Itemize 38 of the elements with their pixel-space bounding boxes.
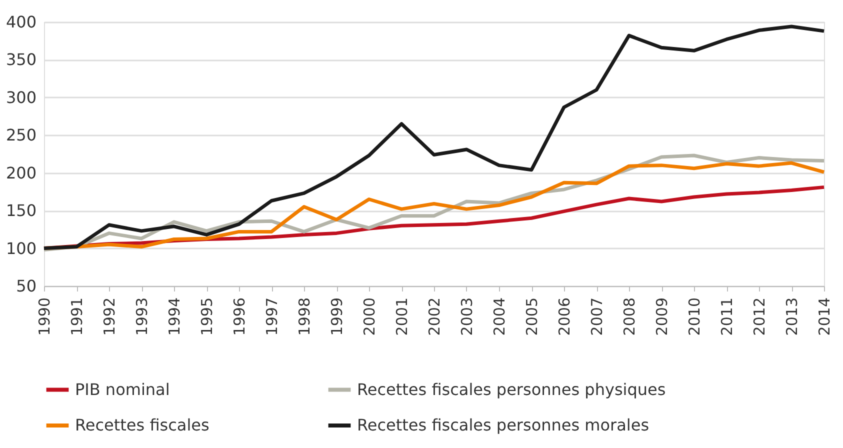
x-tick-label: 2010 bbox=[686, 298, 704, 336]
x-tick-label: 2014 bbox=[816, 298, 834, 336]
x-tick-label: 2013 bbox=[783, 298, 801, 336]
x-tick-label: 2007 bbox=[588, 298, 606, 336]
x-tick-label: 1998 bbox=[296, 298, 314, 336]
x-tick-label: 1999 bbox=[328, 298, 346, 336]
y-tick-label: 350 bbox=[6, 50, 36, 70]
x-tick-label: 1990 bbox=[36, 298, 54, 336]
x-tick-label: 1994 bbox=[166, 298, 184, 336]
x-tick-label: 2000 bbox=[360, 298, 378, 336]
x-tick-label: 2002 bbox=[426, 298, 444, 336]
x-tick-label: 2005 bbox=[523, 298, 541, 336]
x-tick-label: 2001 bbox=[393, 298, 411, 336]
x-tick-label: 1993 bbox=[133, 298, 151, 336]
x-tick-label: 1995 bbox=[198, 298, 216, 336]
x-tick-label: 1991 bbox=[68, 298, 86, 336]
line-series bbox=[42, 24, 826, 250]
x-tick-label: 2004 bbox=[490, 298, 508, 336]
x-tick-label: 2009 bbox=[653, 298, 671, 336]
y-tick-label: 400 bbox=[6, 12, 36, 32]
x-tick-label: 2011 bbox=[718, 298, 736, 336]
y-tick-label: 250 bbox=[6, 126, 36, 145]
x-tick-label: 1996 bbox=[230, 298, 248, 336]
legend-label: PIB nominal bbox=[75, 380, 170, 399]
x-tick-label: 1992 bbox=[100, 298, 118, 336]
x-tick-label: 2012 bbox=[750, 298, 768, 336]
x-tick-label: 2003 bbox=[458, 298, 476, 336]
x-tick-label: 1997 bbox=[263, 298, 281, 336]
legend-label: Recettes fiscales bbox=[75, 416, 210, 434]
x-tick-label: 2006 bbox=[556, 298, 574, 336]
y-tick-label: 50 bbox=[16, 276, 36, 296]
y-tick-label: 200 bbox=[6, 163, 36, 182]
y-tick-label: 100 bbox=[6, 238, 36, 258]
legend-label: Recettes fiscales personnes physiques bbox=[357, 380, 666, 399]
y-tick-label: 300 bbox=[6, 88, 36, 107]
x-tick-label: 2008 bbox=[620, 298, 638, 336]
legend-label: Recettes fiscales personnes morales bbox=[357, 416, 650, 434]
y-tick-label: 150 bbox=[6, 201, 36, 220]
